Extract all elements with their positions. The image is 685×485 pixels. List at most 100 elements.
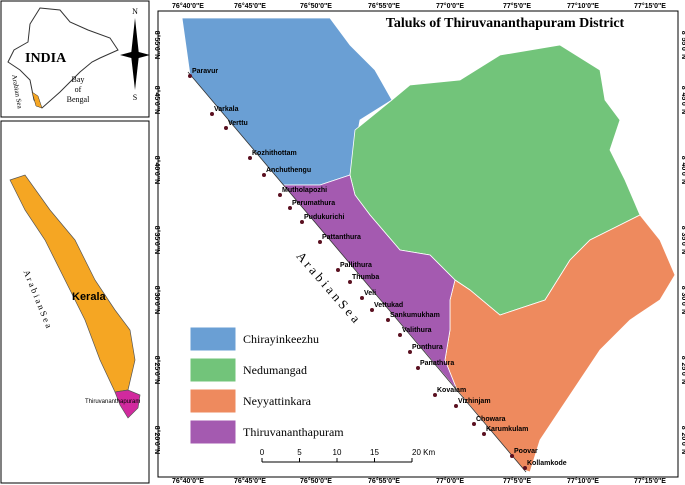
place-label: Vizhinjam: [458, 398, 491, 405]
scale-label: 15: [370, 448, 379, 457]
latitude-label: 8°30'0"N: [680, 286, 685, 314]
place-label: Perumathura: [292, 200, 335, 207]
place-dot: [288, 206, 292, 210]
place-dot: [262, 173, 266, 177]
legend-swatch: [189, 388, 237, 414]
legend-label: Chirayinkeezhu: [243, 332, 319, 346]
longitude-label: 77°0'0"E: [436, 2, 464, 10]
place-dot: [336, 268, 340, 272]
compass-cross: [120, 51, 150, 59]
place-dot: [278, 193, 282, 197]
place-label: Chowara: [476, 416, 506, 423]
legend-swatch: [189, 419, 237, 445]
place-label: Kollamkode: [527, 460, 567, 467]
taluk-area: [282, 174, 458, 391]
place-dot: [523, 466, 527, 470]
kerala-label: Kerala: [72, 291, 107, 303]
longitude-label: 77°15'0"E: [634, 2, 666, 10]
place-dot: [370, 308, 374, 312]
district-highlight: [114, 389, 141, 419]
longitude-label: 76°55'0"E: [368, 477, 400, 485]
legend-label: Nedumangad: [243, 363, 307, 377]
compass-south: S: [133, 93, 137, 102]
place-dot: [248, 156, 252, 160]
latitude-label: 8°25'0"N: [153, 356, 161, 384]
place-label: Thumba: [352, 274, 379, 281]
place-label: Vettukad: [374, 302, 403, 309]
longitude-label: 76°45'0"E: [234, 2, 266, 10]
latitude-label: 8°30'0"N: [153, 286, 161, 314]
place-dot: [454, 404, 458, 408]
latitude-label: 8°40'0"N: [680, 156, 685, 184]
place-dot: [386, 318, 390, 322]
latitude-label: 8°20'0"N: [680, 426, 685, 454]
latitude-label: 8°35'0"N: [153, 226, 161, 254]
place-label: Mutholapozhi: [282, 187, 327, 194]
latitude-label: 8°25'0"N: [680, 356, 685, 384]
place-label: Pudukurichi: [304, 214, 345, 221]
latitude-label: 8°45'0"N: [680, 86, 685, 114]
place-dot: [224, 126, 228, 130]
place-dot: [398, 333, 402, 337]
longitude-label: 76°45'0"E: [234, 477, 266, 485]
kerala-shape: [9, 174, 136, 393]
scale-label: 0: [260, 448, 265, 457]
legend-label: Thiruvananthapuram: [243, 425, 344, 439]
bay-label: of: [75, 85, 82, 94]
place-dot: [510, 454, 514, 458]
place-dot: [300, 220, 304, 224]
place-label: Pallithura: [340, 262, 372, 269]
place-label: Karumkulam: [486, 426, 528, 433]
kerala-highlight: [31, 91, 43, 109]
place-dot: [433, 393, 437, 397]
longitude-label: 77°5'0"E: [503, 477, 531, 485]
latitude-label: 8°55'0"N: [153, 31, 161, 59]
place-dot: [318, 240, 322, 244]
place-dot: [348, 280, 352, 284]
longitude-label: 76°40'0"E: [172, 477, 204, 485]
longitude-label: 77°10'0"E: [567, 2, 599, 10]
place-label: Veli: [364, 290, 376, 297]
place-label: Sankumukham: [390, 312, 440, 319]
place-label: Verttu: [228, 120, 248, 127]
latitude-label: 8°35'0"N: [680, 226, 685, 254]
place-dot: [408, 350, 412, 354]
longitude-label: 76°55'0"E: [368, 2, 400, 10]
bay-label: Bay: [72, 75, 85, 84]
place-dot: [360, 296, 364, 300]
place-dot: [472, 422, 476, 426]
place-label: Pattanthura: [322, 234, 361, 241]
longitude-label: 77°0'0"E: [436, 477, 464, 485]
place-label: Paravur: [192, 68, 218, 75]
place-dot: [188, 74, 192, 78]
place-label: Punthura: [412, 344, 443, 351]
place-dot: [416, 366, 420, 370]
place-label: Anchuthengu: [266, 167, 311, 174]
compass-north: N: [132, 7, 138, 16]
latitude-label: 8°55'0"N: [680, 31, 685, 59]
compass: [120, 18, 150, 90]
coastline: [187, 71, 527, 473]
longitude-label: 76°50'0"E: [300, 2, 332, 10]
place-label: Poovar: [514, 448, 538, 455]
place-label: Kovalam: [437, 387, 466, 394]
longitude-label: 77°15'0"E: [634, 477, 666, 485]
scale-label: 20 Km: [412, 448, 435, 457]
latitude-label: 8°45'0"N: [153, 86, 161, 114]
india-label: INDIA: [25, 51, 67, 66]
longitude-label: 76°40'0"E: [172, 2, 204, 10]
scale-label: 10: [333, 448, 342, 457]
longitude-label: 77°5'0"E: [503, 2, 531, 10]
latitude-label: 8°40'0"N: [153, 156, 161, 184]
legend-label: Neyyattinkara: [243, 394, 312, 408]
latitude-label: 8°20'0"N: [153, 426, 161, 454]
place-label: Panathura: [420, 360, 454, 367]
longitude-label: 77°10'0"E: [567, 477, 599, 485]
title: Taluks of Thiruvananthapuram District: [386, 16, 625, 31]
place-dot: [482, 432, 486, 436]
place-label: Valithura: [402, 327, 432, 334]
district-label: Thiruvananthapuram: [85, 399, 140, 405]
place-dot: [210, 112, 214, 116]
legend-swatch: [189, 357, 237, 383]
